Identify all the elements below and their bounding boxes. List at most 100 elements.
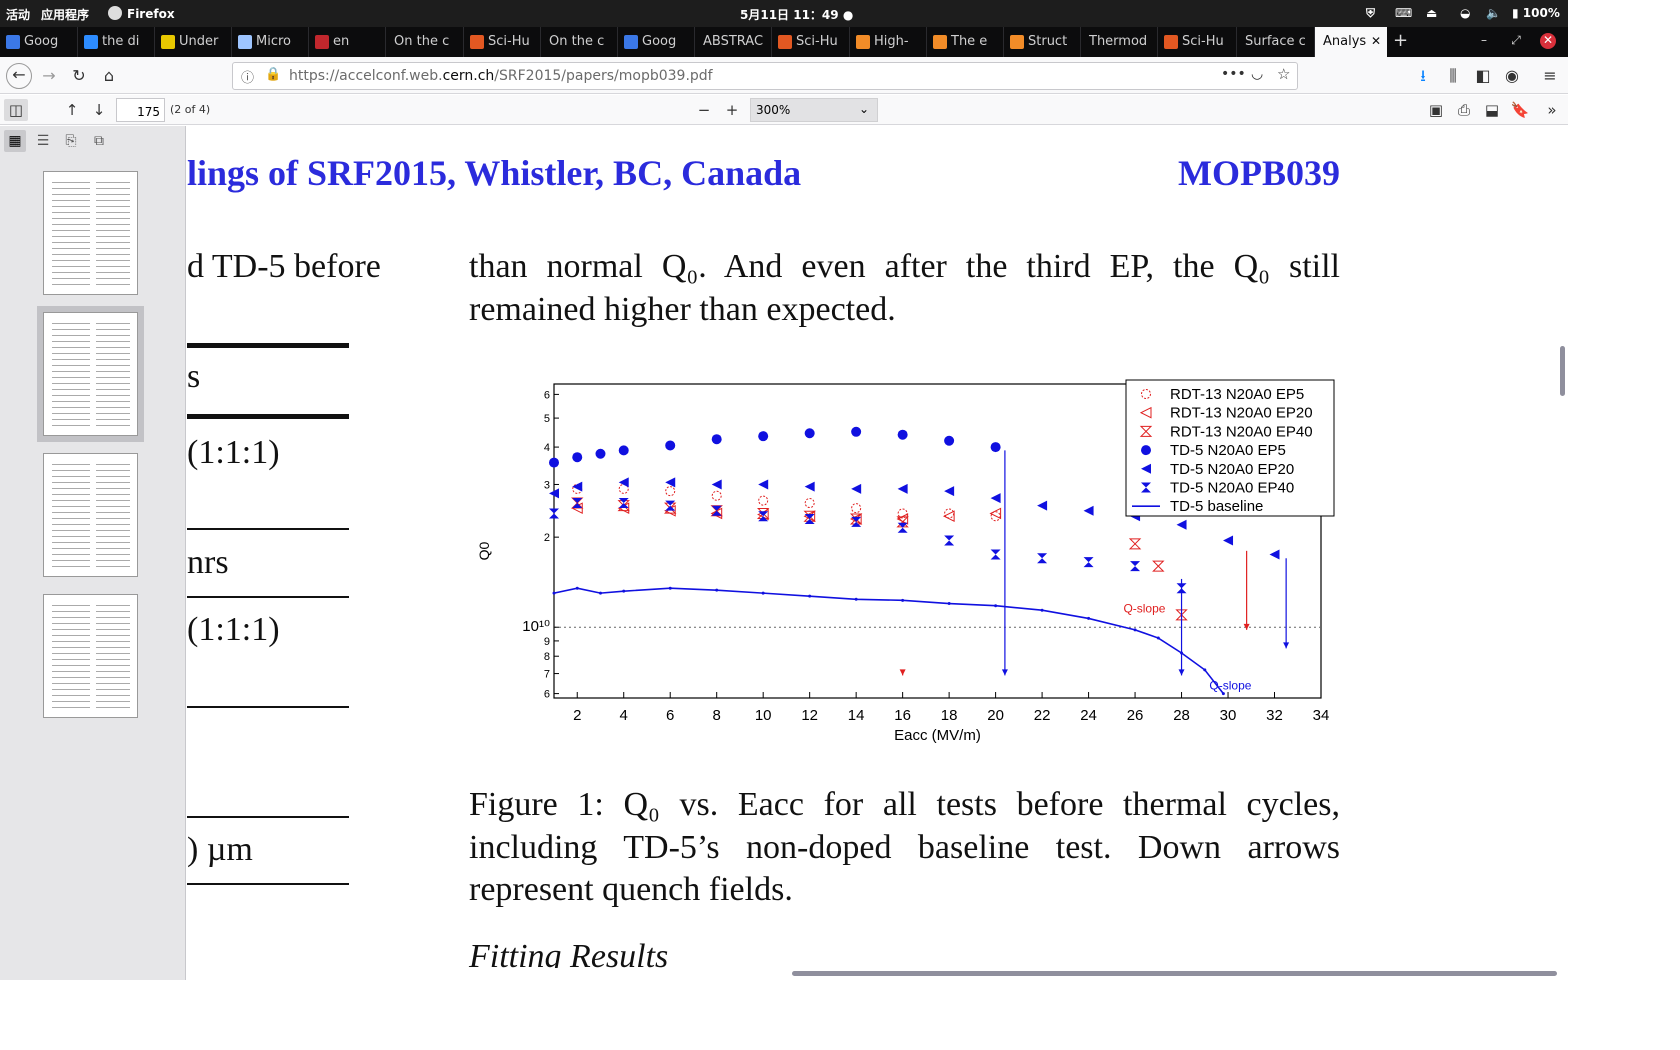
x-tick-label: 14 [848,707,865,724]
layers-view-icon[interactable]: ⧉ [94,133,104,149]
tab-item[interactable]: On the c [541,27,618,57]
page-thumbnail[interactable] [43,453,138,577]
close-window-icon[interactable]: ✕ [1540,33,1556,49]
firefox-app-menu[interactable]: Firefox [108,6,175,21]
page-number-input[interactable] [116,98,165,122]
pocket-icon[interactable]: ◡ [1251,66,1264,82]
shield-icon[interactable]: ⛨ [1366,6,1376,20]
thumbnail-text-line [96,683,130,684]
sidebar-toggle-icon[interactable]: ◧ [1475,66,1491,85]
elsevier-icon [1010,35,1024,49]
presentation-mode-icon[interactable]: ▣ [1428,101,1444,119]
upload-icon[interactable]: ⏏ [1426,6,1438,20]
forward-button[interactable]: → [42,66,56,85]
info-icon[interactable]: ⓘ [241,71,255,86]
bookmark-star-icon[interactable]: ☆ [1277,65,1291,83]
thumbnail-text-line [96,665,130,666]
zoom-in-button[interactable]: + [725,101,739,119]
sidebar-toggle-button[interactable]: ◫ [4,99,28,121]
horizontal-scrollbar[interactable] [187,968,1557,980]
horizontal-scroll-thumb[interactable] [792,971,1557,976]
url-bar[interactable]: ⓘ 🔒 https://accelconf.web.cern.ch/SRF201… [232,62,1298,90]
tab-item[interactable]: On the c [386,27,464,57]
print-icon[interactable]: ⎙ [1457,101,1470,119]
thumbnail-text-line [96,518,130,519]
save-icon[interactable]: ⬓ [1484,101,1500,119]
back-button[interactable]: ← [6,63,32,89]
thumbnails-view-icon[interactable]: ▦ [4,130,26,152]
thumbnail-text-line [52,500,90,501]
thumbnail-text-line [96,194,130,195]
zoom-select[interactable]: 300% ⌄ [750,98,878,122]
data-point [1141,482,1151,493]
thumbnail-text-line [52,611,90,612]
tab-item[interactable]: ABSTRAC [695,27,772,57]
volume-icon[interactable]: 🔈 [1486,6,1501,20]
page-thumbnail[interactable] [43,171,138,295]
home-button[interactable]: ⌂ [103,66,115,85]
data-point [668,586,672,590]
x-axis-label: Eacc (MV/m) [894,727,981,744]
restore-icon[interactable]: ⤢ [1511,33,1521,47]
tab-item[interactable]: Sci-Hu [464,27,541,57]
downloads-icon[interactable]: ⭳ [1420,66,1426,85]
tab-item[interactable]: Analys ✕ [1315,27,1387,57]
tab-item[interactable]: The e [927,27,1004,57]
x-tick-label: 16 [894,707,911,724]
data-point [1083,557,1094,568]
tab-item[interactable]: the di [78,27,155,57]
tab-item[interactable]: High- [850,27,927,57]
legend-label: RDT-13 N20A0 EP5 [1170,386,1304,403]
keyboard-icon[interactable]: ⌨ [1395,6,1413,20]
page-actions-icon[interactable]: ••• [1221,66,1246,82]
attachments-view-icon[interactable]: ⎘ [65,133,77,149]
tools-menu-icon[interactable]: » [1547,101,1557,119]
page-thumbnail[interactable] [37,306,144,442]
tab-item[interactable]: Struct [1004,27,1081,57]
data-point [1203,668,1207,672]
next-page-button[interactable]: ↓ [92,101,106,119]
bookmark-icon[interactable]: 🔖 [1510,101,1530,119]
tab-label: Sci-Hu [796,34,838,49]
data-point [598,591,602,595]
activities-button[interactable]: 活动 [6,8,31,22]
tab-item[interactable]: Micro [232,27,309,57]
battery-indicator[interactable]: ▮ 100% [1512,6,1560,20]
data-point [758,495,769,506]
thumbnail-text-line [96,476,130,477]
tab-item[interactable]: Sci-Hu [772,27,850,57]
tab-item[interactable]: Surface c [1237,27,1315,57]
data-point [1133,628,1137,632]
close-tab-icon[interactable]: ✕ [1370,34,1381,48]
account-icon[interactable]: ◉ [1505,66,1519,85]
url-text[interactable]: https://accelconf.web.cern.ch/SRF2015/pa… [289,68,713,84]
reload-button[interactable]: ↻ [72,66,86,85]
hamburger-menu-icon[interactable]: ≡ [1543,66,1557,85]
zoom-out-button[interactable]: − [697,101,711,119]
tab-item[interactable]: Goog [618,27,695,57]
lock-icon[interactable]: 🔒 [265,67,282,82]
battery-text: 100% [1522,6,1560,20]
thumbnail-text-line [96,242,130,243]
apps-menu[interactable]: 应用程序 [41,8,90,22]
microsoft-icon [238,35,252,49]
tab-item[interactable]: Thermod [1081,27,1158,57]
figure-caption-line: Figure 1: Q₀ vs. Eacc for all tests befo… [469,786,1340,823]
outline-view-icon[interactable]: ☰ [36,133,50,149]
wifi-icon[interactable]: ◒ [1460,6,1471,20]
library-icon[interactable]: ⫼ [1449,66,1457,85]
tab-item[interactable]: en [309,27,386,57]
tab-item[interactable]: Under [155,27,232,57]
thumbnail-text-line [52,278,90,279]
vertical-scroll-thumb[interactable] [1560,346,1565,396]
previous-page-button[interactable]: ↑ [65,101,79,119]
tab-item[interactable]: Goog [0,27,78,57]
vertical-scrollbar[interactable] [1557,126,1568,980]
new-tab-button[interactable]: + [1393,30,1409,51]
page-thumbnail[interactable] [43,594,138,718]
thumbnail-text-line [52,689,90,690]
minimize-icon[interactable]: – [1481,33,1487,47]
clock[interactable]: 5月11日 11：49 ● [740,8,854,22]
tab-item[interactable]: Sci-Hu [1158,27,1237,57]
